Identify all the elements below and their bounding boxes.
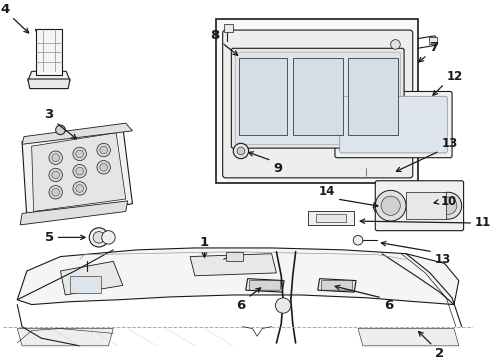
Circle shape [275, 298, 291, 313]
Circle shape [435, 192, 462, 219]
Text: 4: 4 [0, 3, 10, 15]
Bar [35, 29, 62, 75]
Polygon shape [20, 201, 128, 225]
Bar [348, 58, 398, 135]
Circle shape [440, 197, 457, 214]
Circle shape [322, 119, 332, 129]
Polygon shape [60, 261, 123, 295]
Circle shape [52, 154, 59, 162]
FancyBboxPatch shape [375, 181, 464, 231]
Bar [240, 52, 251, 62]
Text: 5: 5 [45, 231, 54, 244]
Text: 7: 7 [429, 41, 438, 54]
Bar [293, 58, 343, 135]
Text: 3: 3 [45, 108, 54, 121]
Circle shape [97, 143, 110, 157]
Circle shape [381, 196, 400, 215]
Polygon shape [17, 329, 113, 346]
Bar [406, 192, 446, 219]
FancyBboxPatch shape [340, 96, 447, 153]
Circle shape [76, 150, 83, 158]
Polygon shape [239, 62, 252, 71]
Bar [429, 37, 437, 44]
Circle shape [233, 143, 248, 159]
Polygon shape [308, 211, 354, 225]
Circle shape [89, 228, 108, 247]
Circle shape [391, 40, 400, 49]
Bar [316, 214, 346, 222]
Circle shape [76, 185, 83, 192]
Text: 12: 12 [446, 70, 463, 83]
Circle shape [56, 125, 65, 135]
Polygon shape [190, 254, 276, 276]
Circle shape [100, 146, 107, 154]
Text: 10: 10 [441, 195, 457, 208]
FancyBboxPatch shape [321, 280, 352, 290]
Circle shape [49, 185, 62, 199]
Text: 13: 13 [435, 253, 451, 266]
Bar [223, 24, 233, 32]
Circle shape [100, 163, 107, 171]
Polygon shape [17, 248, 459, 305]
Text: 9: 9 [273, 162, 283, 175]
Polygon shape [358, 329, 459, 346]
Polygon shape [245, 279, 284, 292]
Bar [216, 19, 417, 183]
FancyBboxPatch shape [231, 48, 404, 148]
Polygon shape [32, 133, 126, 211]
Circle shape [102, 231, 115, 244]
Circle shape [97, 161, 110, 174]
FancyBboxPatch shape [249, 280, 280, 290]
Bar [70, 276, 101, 293]
Circle shape [353, 235, 363, 245]
Bar [239, 58, 287, 135]
Circle shape [76, 167, 83, 175]
Circle shape [49, 151, 62, 165]
Polygon shape [318, 279, 356, 292]
FancyBboxPatch shape [222, 30, 413, 178]
Circle shape [49, 168, 62, 182]
Text: 1: 1 [200, 236, 209, 249]
Text: 13: 13 [441, 137, 458, 150]
Polygon shape [28, 71, 70, 81]
Polygon shape [22, 127, 132, 218]
Polygon shape [22, 123, 132, 144]
Text: 6: 6 [237, 299, 245, 312]
Circle shape [73, 165, 86, 178]
Text: 14: 14 [318, 185, 335, 198]
Circle shape [73, 182, 86, 195]
Circle shape [73, 147, 86, 161]
Circle shape [237, 147, 245, 155]
Text: 11: 11 [475, 216, 490, 229]
Text: 6: 6 [384, 299, 393, 312]
Circle shape [377, 204, 383, 210]
Text: 8: 8 [211, 28, 220, 41]
Circle shape [375, 190, 406, 221]
Polygon shape [358, 168, 392, 176]
Circle shape [52, 188, 59, 196]
Text: 2: 2 [435, 347, 444, 360]
Circle shape [93, 231, 104, 243]
Circle shape [373, 200, 387, 213]
Polygon shape [28, 79, 70, 89]
Bar [225, 252, 243, 261]
FancyBboxPatch shape [335, 91, 452, 158]
Circle shape [52, 171, 59, 179]
FancyBboxPatch shape [235, 52, 400, 144]
